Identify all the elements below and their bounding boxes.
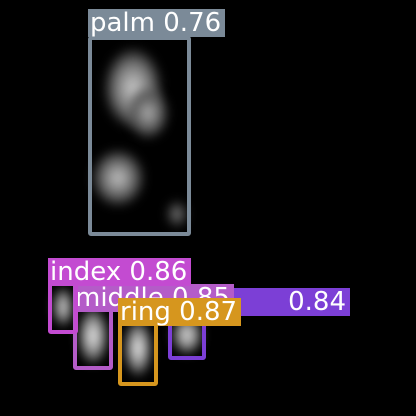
ring-box-orange — [118, 320, 158, 386]
palm-score: 0.76 — [163, 8, 222, 38]
ring-orange-class: ring — [120, 297, 171, 327]
finger-blob-index — [53, 288, 73, 326]
index-label: index 0.86 — [48, 257, 192, 287]
palm-blob-edge — [166, 200, 188, 228]
palm-blob-mid — [128, 88, 168, 138]
finger-blob-ring — [124, 320, 152, 376]
ring-label-orange: ring 0.87 — [118, 297, 242, 327]
finger-blob-middle — [78, 308, 108, 364]
palm-label: palm 0.76 — [88, 8, 226, 38]
palm-blob-lower — [92, 150, 144, 206]
palm-class: palm — [90, 8, 155, 38]
index-score: 0.86 — [129, 257, 188, 287]
palm-box — [88, 36, 191, 236]
ring-purple-score: 0.84 — [288, 287, 346, 317]
middle-box — [73, 304, 113, 370]
index-box — [48, 282, 78, 334]
index-class: index — [50, 257, 122, 287]
ring-orange-score: 0.87 — [179, 297, 238, 327]
